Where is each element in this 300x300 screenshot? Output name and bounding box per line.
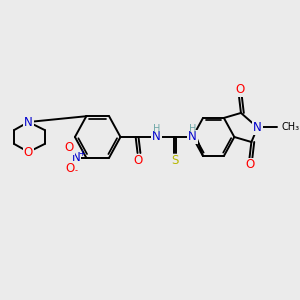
Text: N: N — [152, 130, 161, 143]
Text: O: O — [64, 141, 74, 154]
Text: N: N — [188, 130, 197, 143]
Text: -: - — [74, 166, 77, 175]
Text: O: O — [24, 146, 33, 158]
Text: O: O — [134, 154, 143, 167]
Text: +: + — [78, 149, 85, 158]
Text: O: O — [66, 162, 75, 175]
Text: O: O — [246, 158, 255, 172]
Text: N: N — [71, 151, 80, 164]
Text: H: H — [153, 124, 160, 134]
Text: S: S — [171, 154, 178, 167]
Text: H: H — [189, 124, 196, 134]
Text: O: O — [236, 83, 244, 96]
Text: N: N — [24, 116, 33, 128]
Text: N: N — [253, 121, 262, 134]
Text: CH₃: CH₃ — [281, 122, 299, 133]
